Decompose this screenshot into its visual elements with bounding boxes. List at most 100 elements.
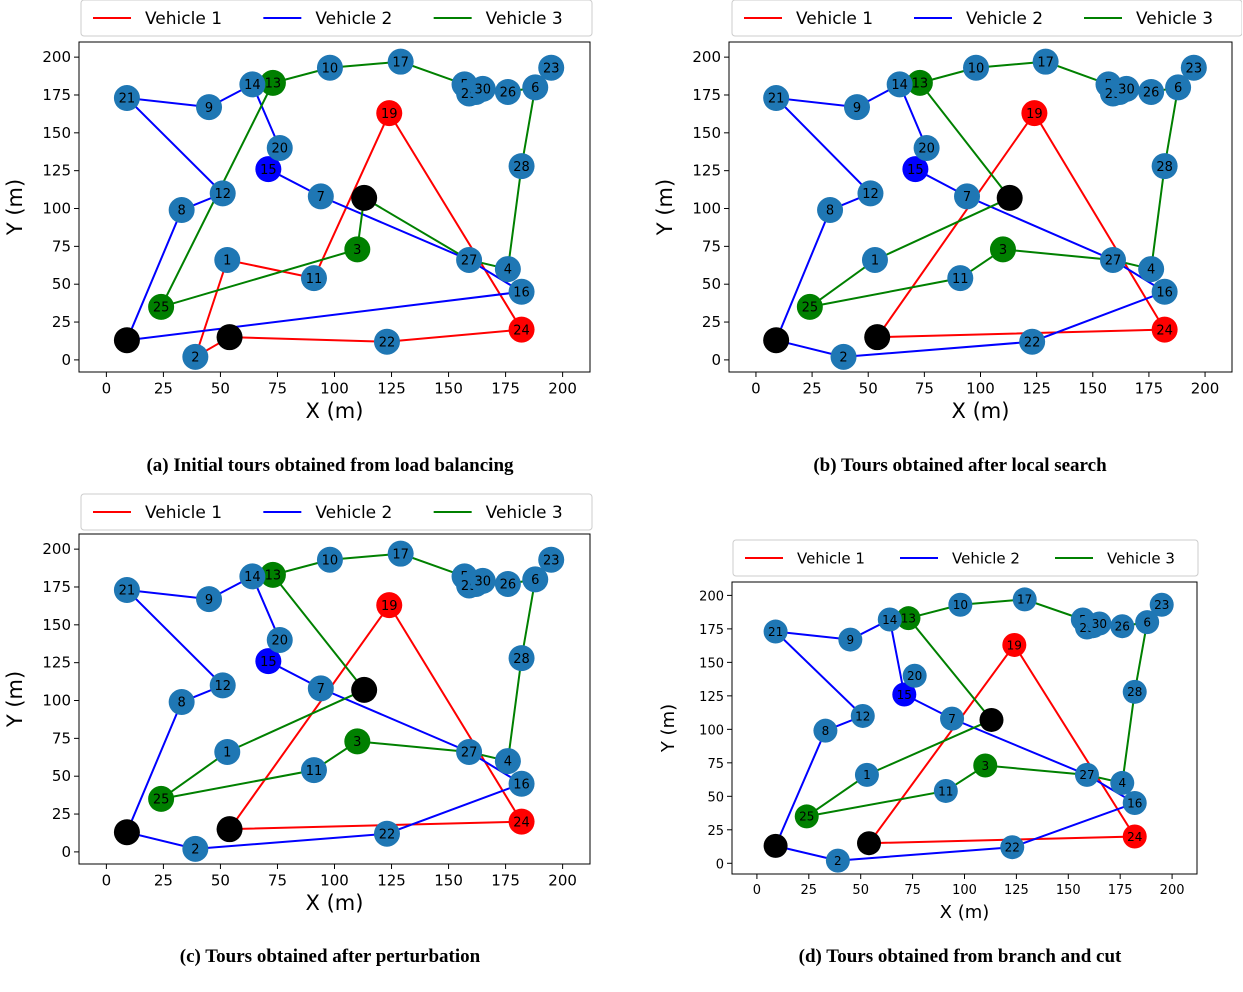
- node-label: 7: [948, 712, 956, 726]
- node-label: 21: [768, 92, 785, 107]
- y-tick-label: 100: [42, 692, 71, 710]
- y-tick-label: 0: [711, 351, 721, 369]
- y-tick-label: 25: [52, 313, 71, 331]
- x-tick-label: 75: [268, 380, 287, 398]
- node-label: 4: [504, 755, 512, 770]
- node-label: 30: [475, 575, 492, 590]
- y-tick-label: 0: [61, 351, 71, 369]
- x-tick-label: 100: [966, 380, 995, 398]
- y-tick-label: 75: [52, 237, 71, 255]
- panel-d: 0 25 50 75 100 125 150 175 200025507510012515017…: [658, 539, 1199, 923]
- node-label: 10: [322, 61, 339, 76]
- x-tick-label: 200: [1160, 883, 1185, 898]
- node-label: 22: [379, 335, 396, 350]
- depot-point: [216, 324, 243, 351]
- node-label: 12: [214, 679, 231, 694]
- customer-node: [316, 54, 343, 81]
- customer-node: [1087, 611, 1112, 636]
- y-tick-label: 150: [692, 124, 721, 142]
- legend-label: Vehicle 3: [1107, 549, 1175, 567]
- y-tick-label: 125: [699, 690, 724, 705]
- legend-label: Vehicle 2: [966, 9, 1043, 29]
- customer-node: [538, 54, 565, 81]
- node-label: 1: [863, 768, 871, 782]
- legend-label: Vehicle 3: [486, 503, 563, 523]
- customer-node: [861, 246, 888, 273]
- customer-node: [963, 54, 990, 81]
- customer-node: [954, 183, 981, 210]
- node-label: 6: [531, 573, 539, 588]
- customer-node: [182, 835, 209, 862]
- customer-node: [763, 619, 788, 644]
- node-label: 17: [1017, 593, 1032, 607]
- customer-node: [239, 71, 266, 98]
- customer-node: [1138, 78, 1165, 105]
- node-label: 25: [153, 301, 170, 316]
- x-tick-label: 125: [377, 872, 406, 890]
- x-tick-label: 175: [491, 380, 520, 398]
- node-label: 23: [543, 553, 560, 568]
- customer-node: [1074, 762, 1099, 787]
- customer-node: [456, 738, 483, 765]
- panel-b: 0 25 50 75 100 125 150 175 200025507510012515017…: [653, 0, 1242, 423]
- customer-node: [259, 561, 286, 588]
- node-label: 28: [1127, 685, 1142, 699]
- legend-label: Vehicle 2: [315, 503, 392, 523]
- route-line-vehicle-1: [868, 643, 1137, 845]
- customer-node: [886, 71, 913, 98]
- node-label: 27: [1079, 768, 1094, 782]
- legend-box: [80, 0, 593, 37]
- customer-node: [1151, 278, 1178, 305]
- y-tick-label: 0: [716, 857, 724, 872]
- customer-node: [373, 328, 400, 355]
- customer-node: [538, 546, 565, 573]
- customer-node: [896, 606, 921, 631]
- node-label: 16: [513, 285, 530, 300]
- node-label: 2: [839, 351, 847, 366]
- x-tick-label: 75: [904, 883, 921, 898]
- customer-node: [796, 293, 823, 320]
- customer-node: [214, 738, 241, 765]
- x-tick-label: 150: [1056, 883, 1081, 898]
- y-axis-label: Y (m): [3, 179, 27, 236]
- customer-node: [182, 343, 209, 370]
- x-axis-label: X (m): [952, 399, 1010, 423]
- customer-node: [209, 672, 236, 699]
- node-label: 24: [513, 815, 530, 830]
- customer-node: [1180, 54, 1207, 81]
- node-label: 25: [153, 793, 170, 808]
- customer-node: [113, 577, 140, 604]
- customer-node: [940, 706, 965, 731]
- customer-node: [255, 648, 282, 675]
- customer-node: [843, 94, 870, 121]
- y-tick-label: 200: [42, 48, 71, 66]
- node-label: 19: [381, 599, 398, 614]
- x-tick-label: 50: [852, 883, 869, 898]
- node-label: 1: [871, 254, 879, 269]
- customer-node: [1099, 246, 1126, 273]
- node-label: 22: [1005, 841, 1020, 855]
- y-tick-label: 175: [692, 86, 721, 104]
- node-label: 13: [912, 77, 929, 92]
- node-label: 16: [1127, 796, 1142, 810]
- node-label: 24: [1127, 830, 1142, 844]
- depot-point: [113, 819, 140, 846]
- y-axis-label: Y (m): [3, 671, 27, 728]
- node-label: 22: [379, 827, 396, 842]
- node-label: 14: [244, 570, 261, 585]
- y-tick-label: 50: [52, 767, 71, 785]
- node-label: 28: [1156, 160, 1173, 175]
- node-label: 1: [223, 746, 231, 761]
- x-tick-label: 100: [952, 883, 977, 898]
- node-label: 8: [826, 204, 834, 219]
- customer-node: [1122, 824, 1147, 849]
- node-label: 4: [504, 263, 512, 278]
- depot-point: [351, 184, 378, 211]
- customer-node: [1110, 770, 1135, 795]
- y-tick-label: 50: [52, 275, 71, 293]
- node-label: 20: [271, 634, 288, 649]
- customer-node: [214, 246, 241, 273]
- legend-label: Vehicle 1: [145, 503, 222, 523]
- node-label: 21: [768, 625, 783, 639]
- y-tick-label: 200: [692, 48, 721, 66]
